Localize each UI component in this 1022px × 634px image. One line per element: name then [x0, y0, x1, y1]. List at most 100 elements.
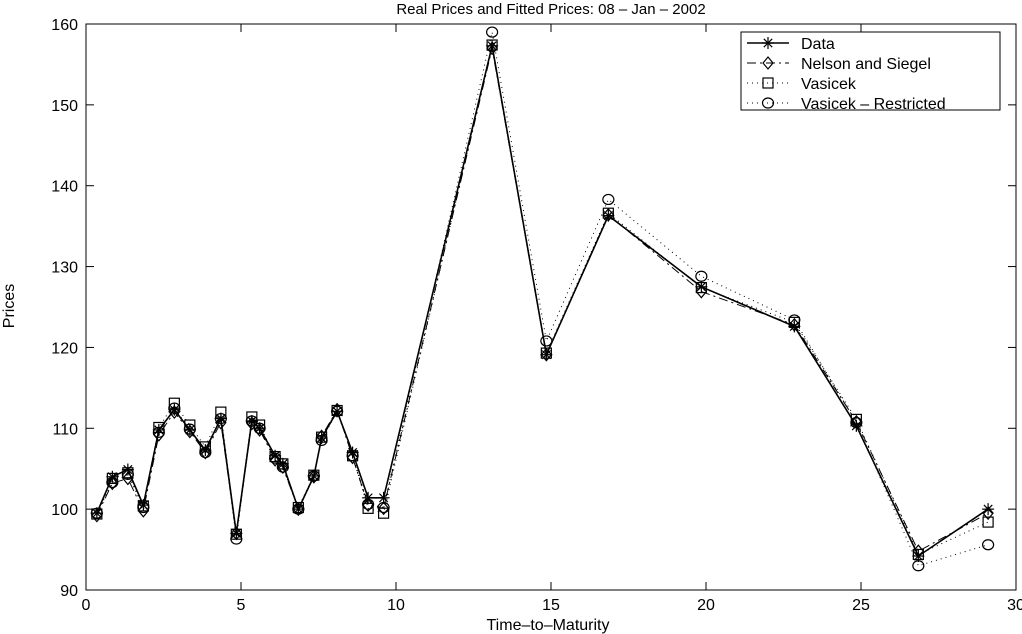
data-point [315, 434, 328, 447]
data-point [137, 501, 150, 514]
x-tick-label: 30 [1007, 597, 1022, 614]
data-point [695, 281, 707, 294]
legend-marker [762, 56, 774, 70]
data-point [695, 270, 708, 282]
data-point [362, 502, 374, 514]
data-point [540, 348, 553, 361]
series-layer [90, 26, 995, 572]
series-line [96, 45, 989, 558]
data-point [137, 503, 150, 518]
data-point [695, 284, 708, 299]
data-point [292, 503, 305, 516]
x-axis-label: Time–to–Maturity [487, 617, 610, 634]
data-point [982, 506, 994, 521]
data-point [377, 501, 390, 514]
legend-marker [762, 37, 774, 49]
legend-box [740, 31, 1001, 111]
legend: Data Nelson and Siegel Vasicek Vasicek – Re… [740, 31, 1001, 113]
y-tick-label: 100 [51, 502, 78, 519]
data-point [540, 335, 553, 347]
data-point [486, 26, 499, 38]
y-tick-label: 120 [51, 340, 78, 357]
x-tick-label: 25 [852, 597, 870, 614]
data-point [912, 560, 925, 572]
data-point [602, 207, 615, 222]
data-point [269, 449, 282, 462]
data-point [982, 516, 994, 528]
data-point [377, 501, 390, 516]
y-tick-label: 90 [60, 583, 78, 600]
legend-marker [761, 97, 775, 109]
data-point [122, 471, 134, 486]
data-point [850, 413, 862, 425]
axis-ticks: 0 5 10 15 20 25 30 90 100 110 120 130 140 150 160 [51, 17, 1022, 614]
data-point [183, 423, 196, 435]
data-point [91, 508, 103, 523]
data-point [168, 402, 181, 414]
data-point [253, 422, 266, 437]
legend-label: Vasicek – Restricted [801, 96, 946, 113]
data-point [346, 450, 359, 462]
data-point [277, 460, 289, 475]
data-point [850, 417, 863, 429]
data-point [362, 498, 375, 510]
x-tick-label: 5 [237, 597, 246, 614]
x-tick-label: 20 [697, 597, 715, 614]
y-tick-label: 130 [51, 260, 78, 277]
data-point [378, 507, 390, 519]
data-point [331, 405, 344, 417]
data-point [277, 458, 289, 470]
legend-marker [762, 77, 774, 89]
data-point [106, 472, 118, 485]
chart-title: Real Prices and Fitted Prices: 08 – Jan … [396, 1, 705, 18]
data-point [292, 503, 305, 515]
data-point [486, 41, 498, 56]
data-point [152, 426, 165, 438]
data-point [981, 539, 995, 551]
data-point [269, 452, 281, 467]
data-point [199, 446, 212, 459]
data-point [215, 406, 227, 418]
data-point [346, 450, 359, 465]
data-point [308, 469, 320, 484]
data-point [602, 193, 615, 206]
data-point [121, 468, 134, 480]
data-point [245, 415, 258, 427]
y-tick-label: 110 [52, 421, 78, 438]
data-point [199, 445, 212, 460]
data-point [982, 503, 995, 516]
data-point [230, 533, 243, 545]
data-point [215, 415, 227, 430]
data-point [199, 441, 211, 453]
data-point [292, 502, 305, 517]
data-point [788, 314, 801, 326]
data-point [106, 476, 119, 489]
data-point [912, 548, 924, 561]
legend-label: Data [801, 36, 835, 53]
data-point [307, 470, 320, 482]
data-point [540, 347, 552, 359]
data-point [230, 528, 242, 540]
data-point [486, 39, 498, 51]
series-0 [90, 39, 995, 563]
y-tick-label: 160 [51, 17, 78, 34]
data-point [269, 452, 282, 464]
data-point [168, 397, 180, 409]
data-point [316, 431, 328, 443]
data-point [602, 207, 614, 219]
series-1 [91, 41, 994, 559]
series-line [96, 44, 989, 556]
data-point [214, 412, 227, 425]
series-3 [90, 26, 995, 572]
y-tick-label: 140 [51, 179, 78, 196]
x-tick-label: 15 [542, 597, 560, 614]
data-point [540, 347, 553, 362]
series-2 [91, 39, 994, 561]
y-tick-label: 150 [51, 98, 78, 115]
data-point [788, 317, 801, 332]
legend-label: Nelson and Siegel [801, 56, 931, 73]
data-point [168, 405, 181, 420]
data-point [253, 422, 266, 434]
data-point [106, 476, 119, 491]
